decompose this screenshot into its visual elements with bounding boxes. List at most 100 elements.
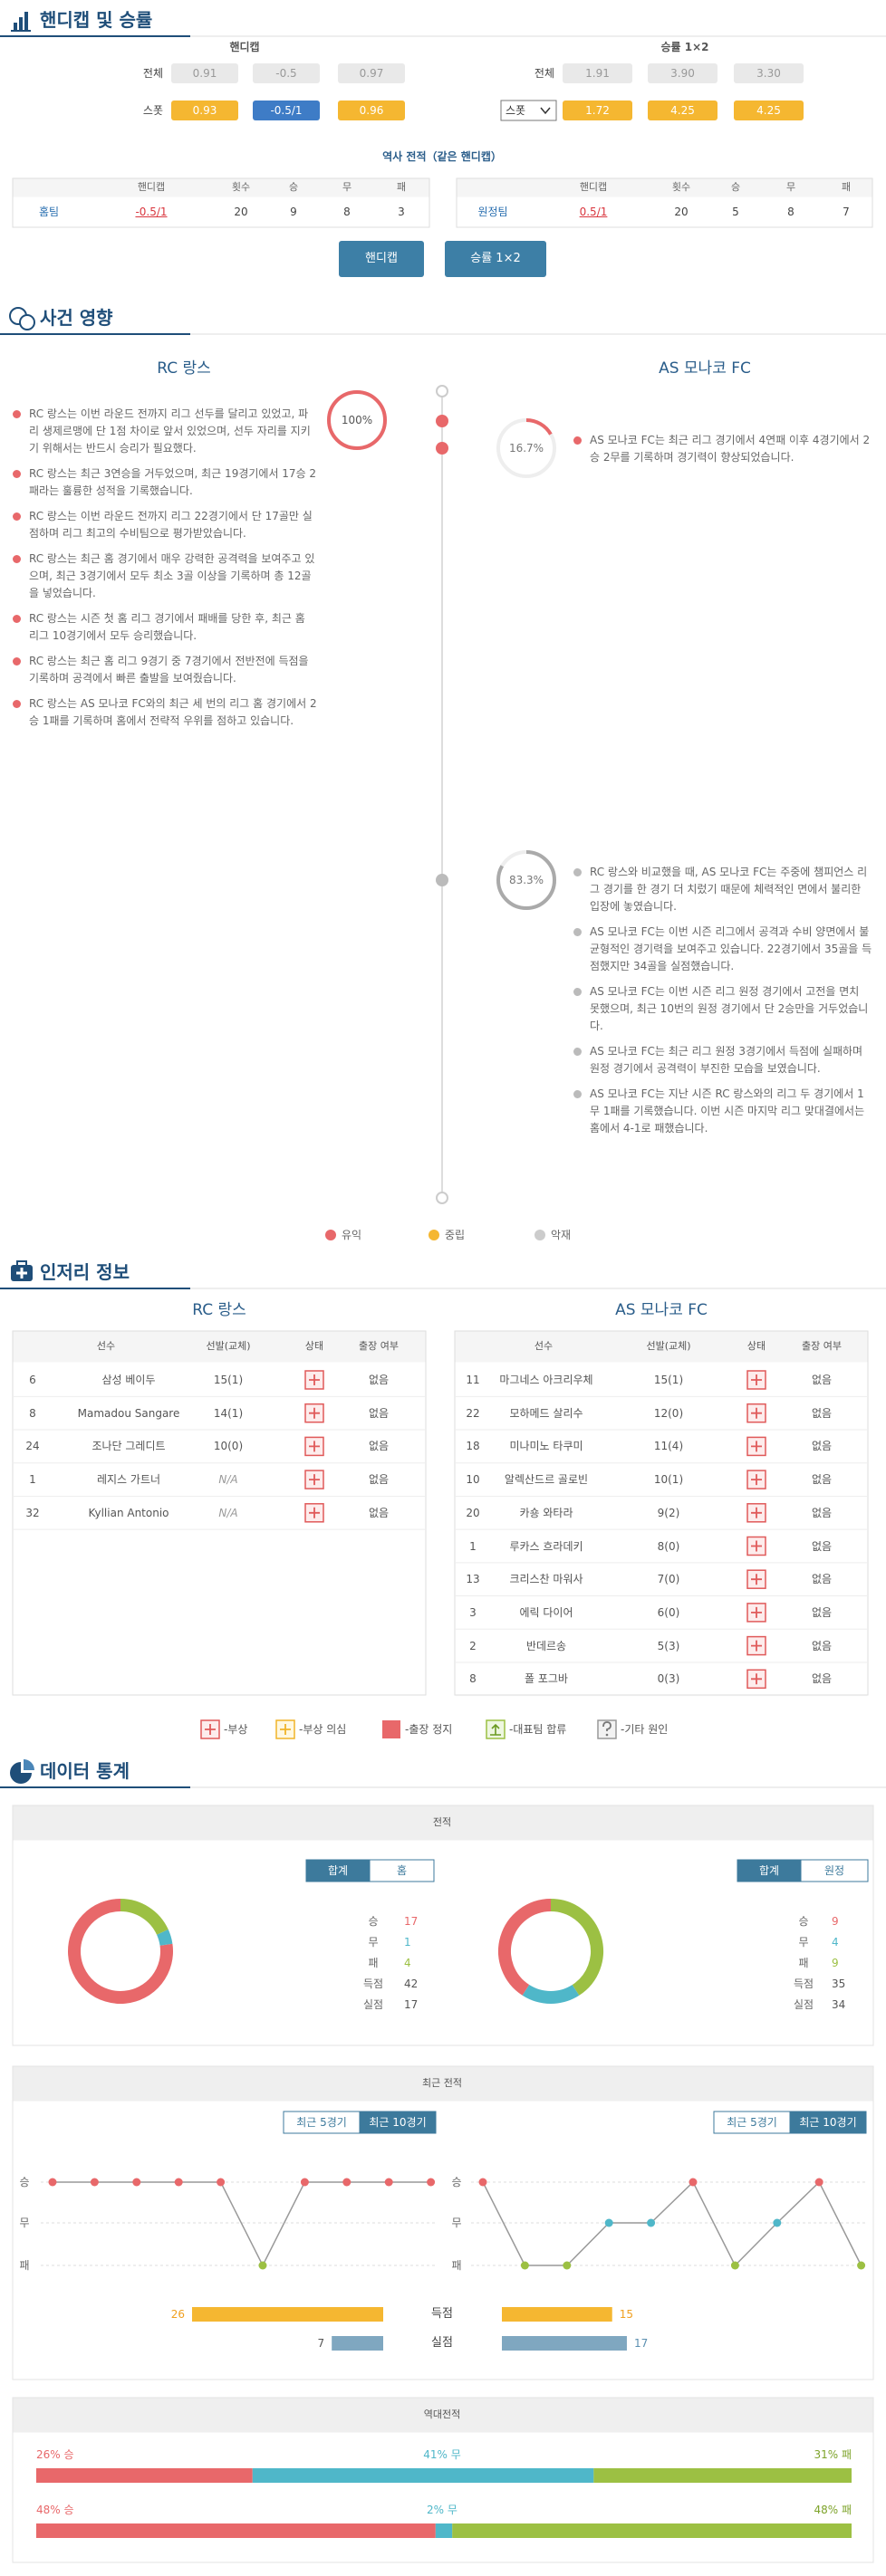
tab-label[interactable]: 홈 — [396, 1864, 408, 1877]
status-icon-plus — [751, 1606, 762, 1618]
icon — [14, 23, 17, 30]
tab-label[interactable]: 최근 5경기 — [727, 2116, 777, 2129]
stat-value: 4 — [404, 1957, 411, 1969]
history-header-cell: 횟수 — [231, 181, 251, 193]
donut-segment — [522, 1984, 580, 2004]
team-name: AS 모나코 FC — [615, 1301, 708, 1319]
ring-arc — [496, 418, 556, 478]
impact-text: RC 랑스는 시즌 첫 홈 리그 경기에서 패배를 당한 후, 최근 홈 리그 … — [29, 612, 305, 642]
tab[interactable] — [305, 1859, 371, 1882]
player-name: 모하메드 살리수 — [509, 1406, 583, 1420]
row-label: 전체 — [534, 67, 554, 80]
h2h-segment — [593, 2468, 852, 2483]
y-tick-label: 무 — [451, 2217, 462, 2229]
legend-label: -부상 — [224, 1723, 248, 1736]
table-title: 핸디캡 — [229, 41, 260, 53]
result-point — [647, 2218, 656, 2227]
y-tick-label: 승 — [19, 2176, 30, 2188]
team-label: 홈팀 — [38, 206, 60, 218]
y-tick-label: 패 — [19, 2259, 30, 2272]
odds-value: 3.90 — [670, 67, 695, 80]
tab-label[interactable]: 최근 5경기 — [296, 2116, 347, 2129]
availability: 없음 — [811, 1406, 833, 1420]
shirt-number: 6 — [29, 1374, 36, 1386]
h2h-label: 2% 무 — [427, 2504, 457, 2516]
result-point — [689, 2178, 698, 2187]
availability: 없음 — [811, 1440, 833, 1453]
table-title: 승률 1×2 — [660, 41, 709, 53]
panel-title: 역대전적 — [423, 2408, 461, 2420]
icon — [16, 1268, 27, 1278]
icon — [19, 17, 23, 30]
shirt-number: 13 — [466, 1573, 480, 1586]
odds-pill — [338, 101, 405, 120]
tab-button-label[interactable]: 핸디캡 — [365, 252, 398, 265]
player-name: 마그네스 아크리우체 — [499, 1374, 593, 1386]
availability: 없음 — [368, 1374, 390, 1386]
dropdown-label[interactable]: 스폿 — [506, 104, 526, 117]
tab[interactable] — [789, 2111, 867, 2134]
table-title: 역사 전적（같은 핸디캡） — [382, 150, 502, 163]
player-name: 크리스찬 마워사 — [509, 1573, 583, 1586]
availability: 없음 — [811, 1639, 833, 1652]
tab[interactable] — [359, 2111, 437, 2134]
status-icon-plus — [309, 1407, 320, 1419]
tab[interactable] — [800, 1859, 869, 1882]
stats-panel-header — [13, 2066, 873, 2102]
availability: 없음 — [811, 1672, 833, 1686]
tab-button-label[interactable]: 승률 1×2 — [470, 252, 521, 265]
h2h-label: 48% 승 — [36, 2504, 74, 2516]
history-header-cell: 핸디캡 — [137, 181, 166, 193]
bullet — [573, 436, 582, 445]
section-title: 사건 영향 — [40, 307, 113, 329]
panel-title: 전적 — [432, 1816, 452, 1828]
stat-value: 17 — [404, 1998, 419, 2011]
stat-value: 9 — [832, 1915, 839, 1928]
result-point — [90, 2178, 99, 2187]
odds-value: 1.91 — [585, 67, 610, 80]
h2h-label: 26% 승 — [36, 2448, 74, 2461]
availability: 없음 — [811, 1473, 833, 1487]
bullet — [13, 615, 21, 623]
section-title: 데이터 통계 — [40, 1760, 130, 1782]
tab-label[interactable]: 합계 — [758, 1864, 780, 1877]
status-icon-plus — [751, 1673, 762, 1685]
impact-item: RC 랑스는 시즌 첫 홈 리그 경기에서 패배를 당한 후, 최근 홈 리그 … — [13, 610, 317, 645]
h2h-label: 48% 패 — [814, 2504, 852, 2516]
tab-label[interactable]: 원정 — [823, 1864, 845, 1877]
impact-item: AS 모나코 FC는 지난 시즌 RC 랑스와의 리그 두 경기에서 1무 1패… — [573, 1086, 872, 1137]
availability: 없음 — [368, 1473, 390, 1487]
injury-table — [454, 1330, 869, 1696]
impact-text: AS 모나코 FC는 최근 리그 경기에서 4연패 이후 4경기에서 2승 2무… — [590, 434, 871, 464]
tab-label[interactable]: 최근 10경기 — [799, 2116, 857, 2129]
tab-button[interactable] — [445, 241, 546, 277]
status-icon-plus — [751, 1540, 762, 1552]
tab-label[interactable]: 최근 10경기 — [369, 2116, 427, 2129]
result-point — [427, 2178, 436, 2187]
h2h-segment — [452, 2523, 852, 2538]
icon — [24, 1759, 34, 1770]
appearances: 8(0) — [657, 1539, 680, 1553]
result-point — [300, 2178, 309, 2187]
impact-item: AS 모나코 FC는 이번 시즌 리그 원정 경기에서 고전을 면치 못했으며,… — [573, 983, 872, 1035]
impact-text: RC 랑스는 최근 3연승을 거두었으며, 최근 19경기에서 17승 2패라는… — [29, 467, 317, 497]
impact-item: RC 랑스는 최근 홈 경기에서 매우 강력한 공격력을 보여주고 있으며, 최… — [13, 551, 317, 602]
dropdown — [500, 100, 557, 121]
tab-button[interactable] — [339, 241, 424, 277]
stat-value: 34 — [832, 1998, 846, 2011]
bar-value: 7 — [317, 2337, 325, 2350]
tab-label[interactable]: 합계 — [327, 1864, 349, 1877]
tab[interactable] — [369, 1859, 435, 1882]
history-header — [13, 178, 429, 197]
impact-item: AS 모나코 FC는 이번 시즌 리그에서 공격과 수비 양면에서 불균형적인 … — [573, 924, 872, 975]
impact-item: RC 랑스와 비교했을 때, AS 모나코 FC는 주중에 챔피언스 리그 경기… — [573, 864, 872, 915]
dropdown-chevron — [540, 107, 551, 115]
status-icon-plus — [205, 1724, 216, 1735]
tab[interactable] — [713, 2111, 791, 2134]
appearances: 11(4) — [653, 1440, 684, 1453]
impact-text: AS 모나코 FC는 최근 리그 원정 3경기에서 득점에 실패하며 원정 경기… — [590, 1045, 863, 1075]
impact-list: RC 랑스는 이번 라운드 전까지 리그 선두를 달리고 있었고, 파리 생제르… — [13, 406, 317, 738]
result-point — [384, 2178, 393, 2187]
h2h-label: 41% 무 — [423, 2448, 461, 2461]
